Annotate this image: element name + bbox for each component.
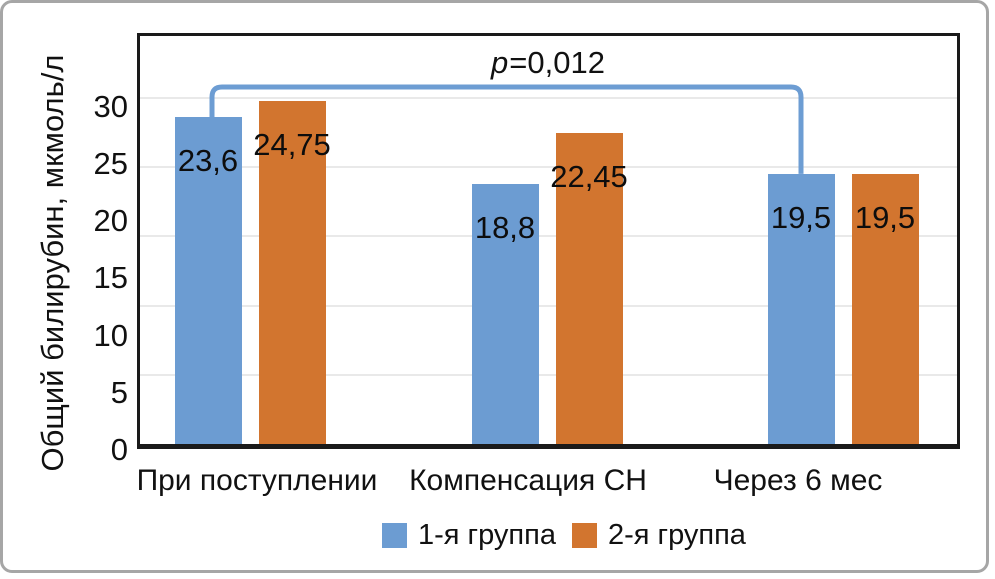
y-tick-label: 5 — [110, 374, 128, 410]
bar-value-label: 19,5 — [770, 200, 832, 235]
bar-value-label: 24,75 — [253, 127, 331, 162]
gridline — [140, 373, 957, 376]
y-tick-label: 25 — [93, 146, 128, 181]
legend-label: 1-я группа — [418, 519, 556, 551]
legend-swatch — [382, 523, 407, 548]
legend-item: 2-я группа — [571, 519, 746, 552]
y-tick-label: 10 — [93, 317, 128, 353]
x-category-label: При поступлении — [136, 464, 378, 497]
y-tick-label: 15 — [93, 260, 128, 296]
gridline — [140, 304, 957, 307]
x-category-label: Компенсация СН — [409, 464, 647, 497]
x-category-label: Через 6 мес — [713, 464, 883, 497]
gridline — [140, 235, 957, 238]
p-symbol: p — [491, 45, 509, 80]
y-tick-label: 20 — [93, 203, 128, 239]
legend-label: 2-я группа — [607, 519, 746, 551]
bar-value-label: 18,8 — [474, 210, 536, 245]
plot-area: 23,6 24,75 18,8 22,45 19,5 19,5 — [137, 33, 960, 449]
bar-value-label: 19,5 — [854, 200, 916, 235]
y-tick-label: 30 — [93, 88, 128, 124]
y-tick-label: 0 — [110, 432, 128, 467]
p-value-text: =0,012 — [509, 45, 605, 80]
bar-series1-category3 — [767, 174, 835, 444]
y-axis-title: Общий билирубин, мкмоль/л — [35, 54, 70, 472]
p-value-label: p=0,012 — [491, 45, 605, 81]
bar-series2-category3 — [851, 174, 919, 444]
legend: 1-я группа 2-я группа — [382, 519, 746, 552]
bar-series2-category2 — [555, 133, 623, 444]
gridline — [140, 96, 957, 99]
bar-value-label: 23,6 — [177, 143, 239, 178]
legend-swatch — [571, 523, 597, 548]
legend-item: 1-я группа — [382, 519, 556, 552]
bar-value-label: 22,45 — [550, 159, 628, 194]
bar-series1-category2 — [471, 184, 539, 444]
